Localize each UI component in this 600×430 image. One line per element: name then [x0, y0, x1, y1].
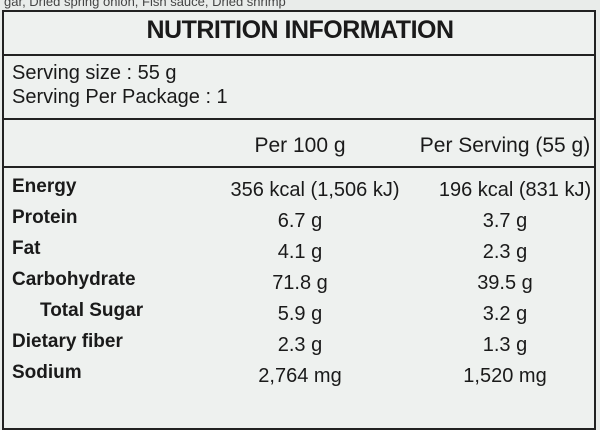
title: NUTRITION INFORMATION	[146, 16, 454, 44]
per-serving-value: 1,520 mg	[463, 365, 547, 387]
per-serving-value: 3.7 g	[482, 210, 528, 232]
per-serving-value: 3.2 g	[482, 303, 528, 325]
nutrient-name: Total Sugar	[40, 300, 144, 321]
serving-size: Serving size : 55 g	[12, 62, 177, 84]
nutrient-name: Protein	[12, 207, 78, 228]
label-box	[2, 10, 596, 430]
per-100g-value: 6.7 g	[277, 210, 323, 232]
per-100g-value: 5.9 g	[277, 303, 323, 325]
ingredients-fragment: gar, Dried spring onion, Fish sauce, Dri…	[4, 0, 286, 9]
per-serving-value: 1.3 g	[482, 334, 528, 356]
column-header: Per Serving (55 g)	[419, 134, 591, 157]
nutrient-name: Energy	[12, 176, 77, 197]
per-serving-value: 196 kcal (831 kJ)	[438, 179, 592, 201]
per-100g-value: 2,764 mg	[258, 365, 342, 387]
nutrient-name: Dietary fiber	[12, 331, 123, 352]
nutrient-name: Fat	[12, 238, 41, 259]
per-100g-value: 2.3 g	[277, 334, 323, 356]
per-100g-value: 356 kcal (1,506 kJ)	[230, 179, 400, 201]
servings-per-package: Serving Per Package : 1	[12, 86, 228, 108]
per-serving-value: 39.5 g	[477, 272, 533, 294]
per-100g-value: 71.8 g	[272, 272, 328, 294]
nutrient-name: Carbohydrate	[12, 269, 136, 290]
column-header: Per 100 g	[254, 134, 346, 157]
divider	[2, 54, 596, 56]
divider	[2, 118, 596, 120]
per-serving-value: 2.3 g	[482, 241, 528, 263]
nutrient-name: Sodium	[12, 362, 82, 383]
divider	[2, 166, 596, 168]
per-100g-value: 4.1 g	[277, 241, 323, 263]
